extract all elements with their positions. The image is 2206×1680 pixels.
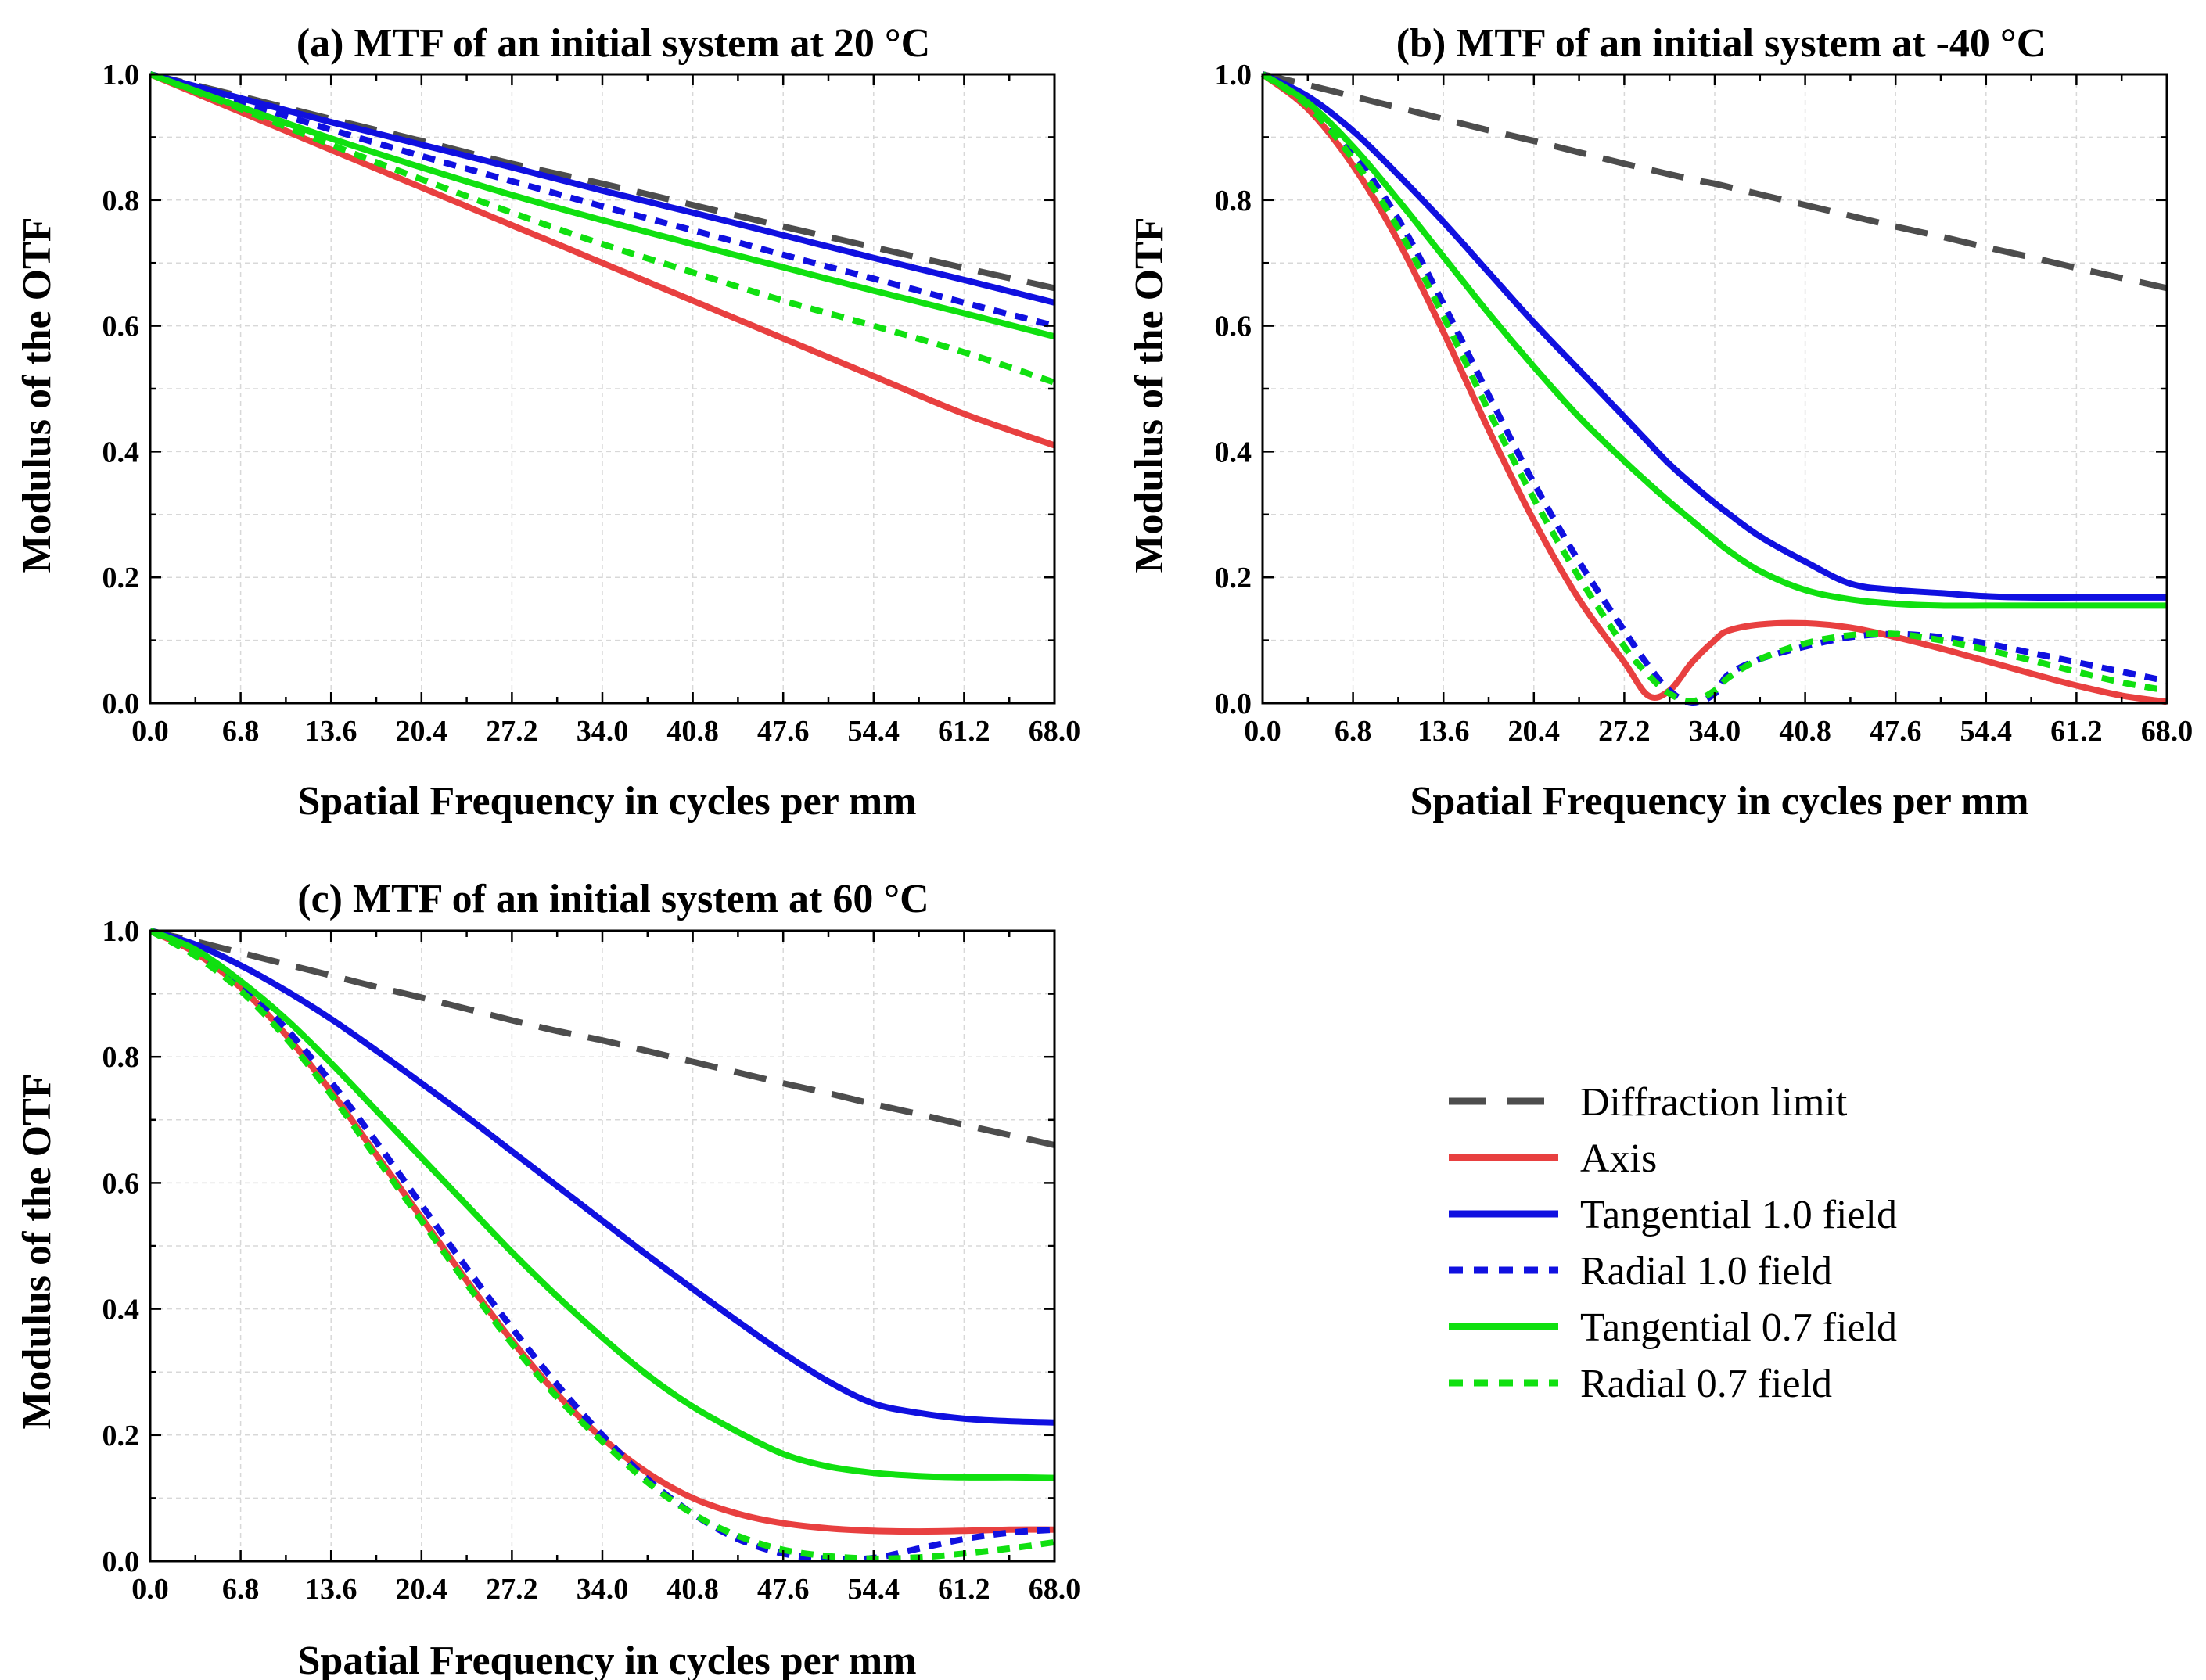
x-tick-label: 34.0 [577, 715, 629, 748]
chart-title: (b) MTF of an initial system at -40 °C [1396, 21, 2046, 66]
y-tick-label: 0.4 [102, 436, 140, 468]
legend-label: Tangential 0.7 field [1580, 1305, 1897, 1350]
x-axis-label: Spatial Frequency in cycles per mm [1410, 779, 2028, 824]
tick-marks [1261, 73, 2168, 705]
x-tick-label: 34.0 [577, 1573, 629, 1606]
x-tick-label: 40.8 [1779, 715, 1831, 748]
x-tick-label: 0.0 [131, 715, 169, 748]
x-tick-label: 47.6 [757, 1573, 810, 1606]
x-tick-label: 68.0 [1029, 1573, 1081, 1606]
series-line-radial-0-7-field [149, 928, 1055, 1562]
y-tick-label: 1.0 [102, 915, 140, 948]
y-tick-label: 0.6 [1215, 311, 1252, 343]
x-tick-label: 54.4 [1960, 715, 2013, 748]
x-tick-label: 61.2 [2050, 715, 2103, 748]
series-line-axis [1260, 71, 2168, 705]
series-line-tangential-0-7-field [149, 928, 1055, 1481]
y-tick-label: 1.0 [102, 59, 140, 92]
x-axis-label: Spatial Frequency in cycles per mm [297, 1639, 916, 1680]
series-line-radial-1-0-field [149, 71, 1056, 329]
legend: Diffraction limit Axis Tangential 1.0 fiel… [1449, 1080, 1897, 1406]
tick-labels: 0.0 6.8 13.6 20.4 27.2 34.0 40.8 47.6 54.4 61.2 68… [102, 915, 1081, 1606]
y-axis-label: Modulus of the OTF [15, 217, 59, 573]
series-line-axis [149, 71, 1056, 449]
y-tick-label: 0.4 [1215, 436, 1252, 468]
series-line-tangential-1-0-field [149, 928, 1055, 1426]
series-line-tangential-1-0-field [149, 71, 1055, 306]
series-line-radial-0-7-field [1260, 71, 2168, 705]
x-tick-label: 61.2 [938, 715, 990, 748]
x-tick-label: 54.4 [848, 1573, 900, 1606]
panel-b: (b) MTF of an initial system at -40 °C M… [1127, 21, 2193, 824]
y-tick-label: 0.8 [102, 1041, 140, 1074]
x-tick-label: 68.0 [2141, 715, 2193, 748]
tick-marks [149, 929, 1056, 1563]
series-line-tangential-0-7-field [1260, 71, 2167, 609]
legend-label: Axis [1580, 1136, 1657, 1181]
y-tick-label: 0.2 [102, 1420, 140, 1452]
y-tick-label: 0.0 [102, 1545, 140, 1578]
tick-labels: 0.0 6.8 13.6 20.4 27.2 34.0 40.8 47.6 54.4 61.2 68… [102, 59, 1081, 748]
series-line-tangential-1-0-field [1261, 71, 2167, 601]
legend-label: Tangential 1.0 field [1580, 1193, 1897, 1237]
chart-title: (a) MTF of an initial system at 20 °C [296, 21, 930, 66]
y-axis-label: Modulus of the OTF [15, 1073, 59, 1429]
grid [150, 74, 1054, 703]
x-tick-label: 34.0 [1689, 715, 1741, 748]
legend-label: Radial 1.0 field [1580, 1249, 1832, 1294]
series-line-radial-1-0-field [149, 928, 1055, 1563]
y-tick-label: 0.2 [1215, 562, 1252, 594]
x-tick-label: 20.4 [396, 715, 448, 748]
legend-label: Diffraction limit [1580, 1080, 1848, 1125]
legend-label: Radial 0.7 field [1580, 1362, 1832, 1406]
x-tick-label: 20.4 [1508, 715, 1561, 748]
grid [150, 931, 1054, 1561]
x-tick-label: 13.6 [1417, 715, 1470, 748]
x-tick-label: 13.6 [305, 1573, 357, 1606]
x-tick-label: 47.6 [757, 715, 810, 748]
series-line-tangential-0-7-field [149, 71, 1056, 340]
x-tick-label: 27.2 [1598, 715, 1651, 748]
series-group [149, 928, 1055, 1563]
x-tick-label: 54.4 [848, 715, 900, 748]
x-tick-label: 6.8 [222, 1573, 260, 1606]
x-tick-label: 61.2 [938, 1573, 990, 1606]
x-tick-label: 27.2 [486, 1573, 538, 1606]
series-line-radial-0-7-field [149, 71, 1056, 386]
x-tick-label: 0.0 [1244, 715, 1281, 748]
series-line-diffraction-limit [149, 928, 1055, 1148]
panel-a: (a) MTF of an initial system at 20 °C Mo… [15, 21, 1080, 824]
x-tick-label: 68.0 [1029, 715, 1081, 748]
y-tick-label: 1.0 [1215, 59, 1252, 92]
y-tick-label: 0.6 [102, 311, 140, 343]
x-tick-label: 6.8 [1335, 715, 1372, 748]
x-tick-label: 0.0 [131, 1573, 169, 1606]
x-tick-label: 13.6 [305, 715, 357, 748]
x-tick-label: 40.8 [666, 1573, 719, 1606]
tick-marks [149, 73, 1056, 705]
x-tick-label: 27.2 [486, 715, 538, 748]
y-tick-label: 0.0 [102, 687, 140, 720]
y-tick-label: 0.8 [102, 185, 140, 217]
x-tick-label: 20.4 [396, 1573, 448, 1606]
panel-c: (c) MTF of an initial system at 60 °C Mo… [15, 877, 1080, 1680]
tick-labels: 0.0 6.8 13.6 20.4 27.2 34.0 40.8 47.6 54.4 61.2 68… [1215, 59, 2193, 748]
series-group [149, 71, 1056, 449]
y-tick-label: 0.8 [1215, 185, 1252, 217]
x-axis-label: Spatial Frequency in cycles per mm [297, 779, 916, 824]
series-group [1260, 71, 2168, 707]
y-tick-label: 0.0 [1215, 687, 1252, 720]
x-tick-label: 47.6 [1870, 715, 1922, 748]
x-tick-label: 40.8 [666, 715, 719, 748]
x-tick-label: 6.8 [222, 715, 260, 748]
chart-title: (c) MTF of an initial system at 60 °C [297, 877, 929, 921]
y-axis-label: Modulus of the OTF [1127, 217, 1172, 573]
y-tick-label: 0.6 [102, 1167, 140, 1200]
y-tick-label: 0.4 [102, 1294, 140, 1326]
series-line-diffraction-limit [1262, 71, 2168, 292]
y-tick-label: 0.2 [102, 562, 140, 594]
